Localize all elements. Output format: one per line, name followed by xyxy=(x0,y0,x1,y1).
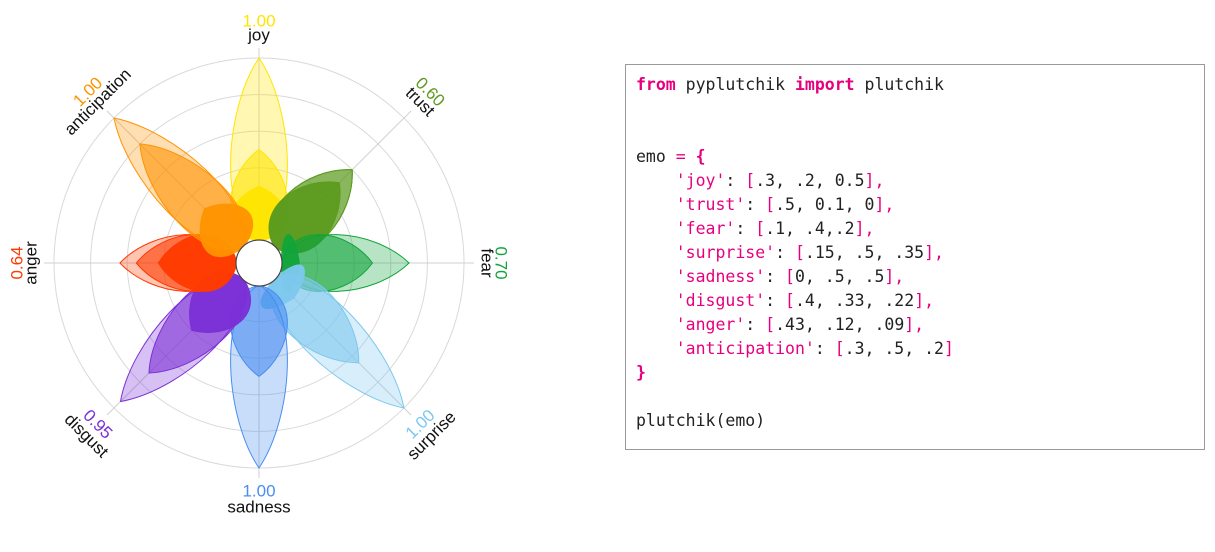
code-var-emo: emo xyxy=(636,147,676,166)
code-entry-close-bracket: ], xyxy=(874,195,895,214)
code-entry-line: 'surprise': [.15, .5, .35], xyxy=(636,241,1194,265)
code-entry-open-bracket: [ xyxy=(765,195,776,214)
emotion-label-joy: joy xyxy=(247,25,270,44)
code-entry-line: 'trust': [.5, 0.1, 0], xyxy=(636,193,1194,217)
emotion-value-sadness: 1.00 xyxy=(242,481,275,500)
code-entry-values: 0, .5, .5 xyxy=(794,267,885,286)
petal-anticipation-layer-1 xyxy=(199,203,254,258)
code-entry-line: 'anger': [.43, .12, .09], xyxy=(636,313,1194,337)
code-colon: : xyxy=(745,315,766,334)
code-colon: : xyxy=(765,291,786,310)
code-entry-open-bracket: [ xyxy=(785,291,795,310)
code-import-line: from pyplutchik import plutchik xyxy=(636,73,1194,97)
code-entry-line: 'sadness': [0, .5, .5], xyxy=(636,265,1194,289)
code-indent xyxy=(636,219,676,238)
code-snippet: from pyplutchik import plutchik emo = { … xyxy=(625,64,1205,450)
code-colon: : xyxy=(765,267,786,286)
code-entry-values: .3, .5, .2 xyxy=(844,339,944,358)
code-colon: : xyxy=(775,243,795,262)
code-colon: : xyxy=(745,195,766,214)
code-entry-open-bracket: [ xyxy=(834,339,845,358)
code-keyword-import: import xyxy=(794,75,855,94)
center-hole xyxy=(235,239,283,287)
code-entry-key: 'joy' xyxy=(675,171,726,190)
code-entry-open-bracket: [ xyxy=(785,267,795,286)
code-entry-key: 'disgust' xyxy=(675,291,766,310)
code-indent xyxy=(636,267,676,286)
code-blank-line xyxy=(636,97,1194,121)
code-indent xyxy=(636,315,676,334)
emotion-label-fear: fear xyxy=(478,248,497,278)
code-indent xyxy=(636,195,676,214)
code-open-brace: { xyxy=(685,147,706,166)
code-close-line: } xyxy=(636,361,1194,385)
code-entry-close-bracket: ], xyxy=(904,315,925,334)
code-entry-line: 'anticipation': [.3, .5, .2] xyxy=(636,337,1194,361)
code-entry-key: 'fear' xyxy=(675,219,736,238)
code-equals: = xyxy=(675,147,686,166)
code-entries: 'joy': [.3, .2, 0.5], 'trust': [.5, 0.1,… xyxy=(636,169,1194,361)
code-entry-values: .43, .12, .09 xyxy=(775,315,905,334)
code-entry-line: 'disgust': [.4, .33, .22], xyxy=(636,289,1194,313)
code-colon: : xyxy=(814,339,835,358)
code-entry-key: 'trust' xyxy=(675,195,746,214)
emotion-label-anger: anger xyxy=(21,241,40,285)
code-call: plutchik(emo) xyxy=(636,411,766,430)
emotion-value-anger: 0.64 xyxy=(7,246,26,279)
code-keyword-from: from xyxy=(636,75,676,94)
code-entry-key: 'anticipation' xyxy=(675,339,815,358)
code-entry-close-bracket: ], xyxy=(924,243,944,262)
code-entry-close-bracket: ] xyxy=(943,339,954,358)
code-entry-close-bracket: ], xyxy=(914,291,935,310)
code-entry-open-bracket: [ xyxy=(745,171,756,190)
code-entry-open-bracket: [ xyxy=(755,219,766,238)
code-entry-line: 'joy': [.3, .2, 0.5], xyxy=(636,169,1194,193)
plutchik-wheel-chart: joy 1.00 trust 0.60 fear 0.70 surprise 1.00 sadn… xyxy=(0,0,530,552)
code-blank-line xyxy=(636,121,1194,145)
code-call-line: plutchik(emo) xyxy=(636,409,1194,433)
code-entry-key: 'surprise' xyxy=(675,243,776,262)
code-indent xyxy=(636,243,676,262)
emotion-value-joy: 1.00 xyxy=(242,11,275,30)
code-entry-close-bracket: ], xyxy=(864,171,885,190)
code-blank-line xyxy=(636,385,1194,409)
code-entry-values: .1, .4,.2 xyxy=(765,219,855,238)
plutchik-wheel-svg: joy1.00trust0.60fear0.70surprise1.00sadn… xyxy=(7,11,511,516)
code-entry-values: .3, .2, 0.5 xyxy=(755,171,865,190)
code-module: pyplutchik xyxy=(675,75,795,94)
code-indent xyxy=(636,291,676,310)
code-colon: : xyxy=(735,219,756,238)
code-entry-close-bracket: ], xyxy=(884,267,905,286)
code-indent xyxy=(636,339,676,358)
code-entry-key: 'anger' xyxy=(675,315,746,334)
code-entry-open-bracket: [ xyxy=(765,315,776,334)
code-close-brace: } xyxy=(636,363,646,382)
code-entry-values: .5, 0.1, 0 xyxy=(775,195,875,214)
code-emo-line: emo = { xyxy=(636,145,1194,169)
code-entry-close-bracket: ], xyxy=(854,219,875,238)
code-colon: : xyxy=(725,171,746,190)
code-entry-open-bracket: [ xyxy=(794,243,805,262)
emotion-label-sadness: sadness xyxy=(227,497,290,516)
code-indent xyxy=(636,171,676,190)
code-entry-key: 'sadness' xyxy=(675,267,766,286)
code-entry-values: .4, .33, .22 xyxy=(794,291,915,310)
code-imported-name: plutchik xyxy=(854,75,944,94)
emotion-value-fear: 0.70 xyxy=(492,246,511,279)
code-entry-line: 'fear': [.1, .4,.2], xyxy=(636,217,1194,241)
code-entry-values: .15, .5, .35 xyxy=(804,243,925,262)
